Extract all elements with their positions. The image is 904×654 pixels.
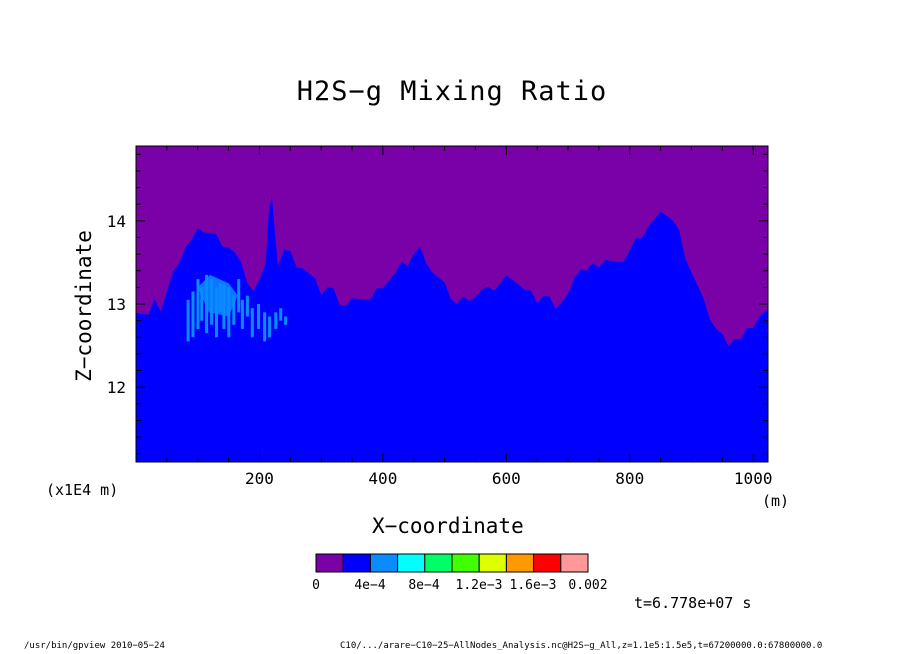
- colorbar-swatch: [451, 553, 480, 573]
- patch-streak: [240, 299, 244, 329]
- patch-streak: [257, 304, 260, 329]
- patch-streak: [232, 295, 236, 325]
- y-tick-label: 14: [107, 212, 126, 231]
- x-axis-label: X−coordinate: [372, 514, 524, 538]
- colorbar-label: 1.2e−3: [456, 578, 503, 593]
- patch-streak: [284, 316, 288, 325]
- colorbar-label: 8e−4: [408, 578, 439, 593]
- y-tick-label: 12: [107, 378, 126, 397]
- x-tick-label: 800: [615, 469, 644, 488]
- colorbar-swatch: [533, 553, 562, 573]
- colorbar-swatch: [342, 553, 371, 573]
- footer-source: C10/.../arare−C10−25−AllNodes_Analysis.n…: [340, 641, 823, 651]
- y-tick-label: 13: [107, 295, 126, 314]
- patch-streak: [274, 312, 278, 329]
- colorbar-label: 0.002: [568, 578, 607, 593]
- patch-streak: [279, 308, 283, 321]
- patch-streak: [263, 312, 267, 342]
- x-tick-label: 400: [368, 469, 397, 488]
- colorbar-swatch: [505, 553, 535, 573]
- chart-title: H2S−g Mixing Ratio: [296, 76, 608, 107]
- colorbar-label: 4e−4: [354, 578, 385, 593]
- colorbar-swatch: [478, 553, 507, 573]
- footer-command: /usr/bin/gpview 2010−05−24: [24, 641, 165, 651]
- x-axis: 200 400 600 800 1000: [135, 146, 773, 488]
- region-mid-value-patch: [186, 274, 288, 342]
- patch-streak: [250, 308, 254, 338]
- patch-streak: [245, 295, 249, 317]
- x-tick-label: 1000: [734, 469, 773, 488]
- colorbar-swatch: [560, 553, 589, 573]
- patch-streak: [186, 299, 190, 342]
- colorbar-label: 0: [312, 578, 320, 593]
- y-axis-label: Z−coordinate: [72, 230, 96, 382]
- x-tick-label: 200: [245, 469, 274, 488]
- patch-streak: [237, 279, 241, 313]
- colorbar-swatch: [397, 553, 426, 573]
- y-axis-unit: (x1E4 m): [46, 481, 119, 499]
- colorbar-label: 1.6e−3: [510, 578, 557, 593]
- patch-core: [197, 274, 238, 317]
- patch-streak: [268, 316, 272, 338]
- patch-streak: [191, 291, 195, 338]
- plot-area: [135, 145, 769, 463]
- time-annotation: t=6.778e+07 s: [634, 594, 752, 612]
- region-low-value: [136, 194, 768, 462]
- colorbar-swatch: [369, 553, 399, 573]
- patch-streak: [196, 279, 200, 329]
- colorbar-swatch: [424, 553, 453, 573]
- patch-streak: [200, 287, 204, 321]
- colorbar: 0 4e−4 8e−4 1.2e−3 1.6e−3 0.002: [312, 553, 608, 593]
- x-axis-unit: (m): [762, 492, 790, 510]
- colorbar-swatch: [315, 553, 344, 573]
- x-tick-label: 600: [492, 469, 521, 488]
- y-axis: 12 13 14: [107, 153, 768, 455]
